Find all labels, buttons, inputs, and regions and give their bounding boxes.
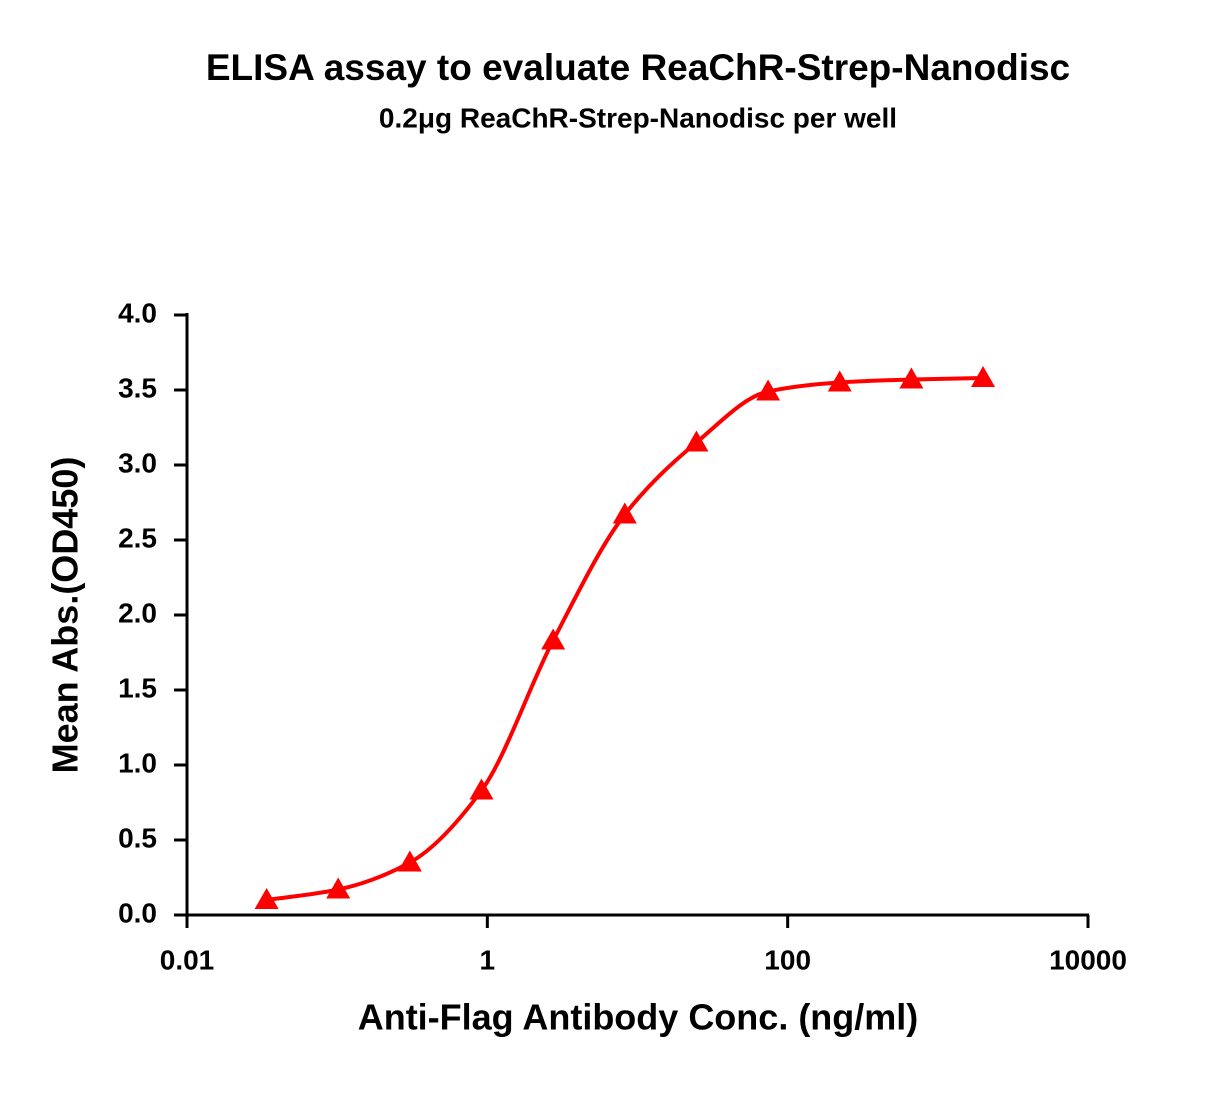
y-tick-label: 3.5 (118, 372, 157, 403)
data-point (684, 430, 709, 452)
y-tick-label: 1.5 (118, 672, 157, 703)
data-point (827, 370, 852, 392)
y-tick-label: 2.0 (118, 597, 157, 628)
y-tick-label: 3.0 (118, 447, 157, 478)
x-axis-label: Anti-Flag Antibody Conc. (ng/ml) (358, 997, 919, 1038)
chart-subtitle: 0.2μg ReaChR-Strep-Nanodisc per well (379, 102, 897, 133)
data-point (971, 366, 996, 387)
data-point (612, 502, 637, 524)
data-point (397, 850, 422, 872)
y-tick-label: 1.0 (118, 747, 157, 778)
y-tick-label: 0.0 (118, 897, 157, 928)
y-tick-label: 2.5 (118, 522, 157, 553)
x-tick-label: 100 (764, 944, 811, 975)
data-point (326, 877, 351, 899)
data-point (469, 778, 494, 800)
x-tick-label: 1 (480, 944, 496, 975)
data-point (254, 888, 279, 909)
y-axis-label: Mean Abs.(OD450) (45, 457, 86, 774)
data-point (899, 367, 924, 389)
x-tick-label: 10000 (1049, 944, 1127, 975)
x-tick-label: 0.01 (160, 944, 215, 975)
chart-title: ELISA assay to evaluate ReaChR-Strep-Nan… (206, 47, 1070, 88)
data-point (756, 379, 781, 401)
fit-curve (266, 376, 984, 902)
y-tick-label: 4.0 (118, 297, 157, 328)
data-point (541, 628, 566, 650)
y-tick-label: 0.5 (118, 822, 157, 853)
